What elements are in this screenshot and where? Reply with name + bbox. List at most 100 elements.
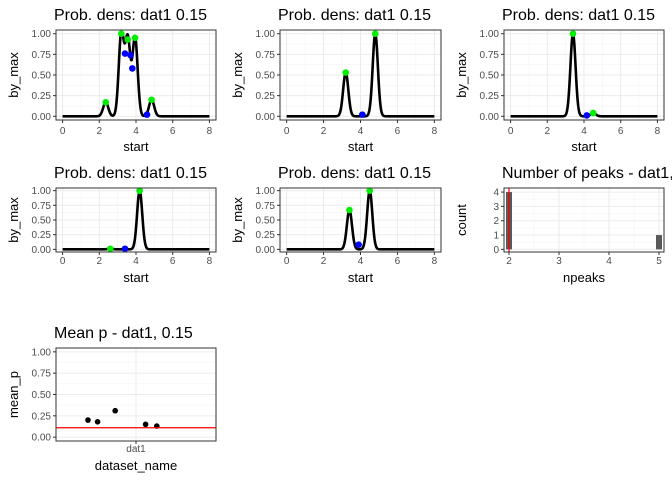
valley-point [129, 65, 136, 72]
y-tick-label: 1.00 [32, 186, 52, 197]
y-tick-label: 0.50 [32, 71, 52, 82]
y-tick-label: 0 [493, 245, 499, 256]
panel-title: Prob. dens: dat1 0.15 [278, 165, 431, 182]
peak-point [366, 187, 374, 194]
y-tick-label: 1.00 [32, 29, 52, 40]
peak-point [346, 206, 353, 214]
panel-title: Prob. dens: dat1 0.15 [278, 7, 431, 24]
valley-point [583, 112, 591, 119]
y-axis-title: by_max [6, 52, 21, 98]
y-tick-label: 0.25 [256, 91, 276, 102]
mean-point [85, 417, 91, 423]
valley-point [143, 111, 151, 118]
x-tick-label: 4 [581, 126, 587, 137]
y-tick-label: 1.00 [480, 29, 500, 40]
peak-point [569, 30, 577, 38]
y-tick-label: 0.50 [32, 390, 52, 401]
y-tick-label: 4 [493, 188, 499, 199]
panel-6: Number of peaks - dat1, 0 1 2 3 4 2 3 4 5 npeaks co… [454, 165, 672, 285]
x-tick-label: 8 [432, 256, 438, 267]
x-tick-label: 4 [358, 256, 364, 267]
x-tick-label: 0 [284, 126, 290, 137]
x-tick-label: 6 [618, 126, 624, 137]
peak-point [342, 69, 350, 76]
x-axis-title: dataset_name [95, 458, 177, 473]
x-axis-title: npeaks [563, 270, 605, 285]
y-tick-label: 0.50 [32, 216, 52, 227]
grid [280, 30, 441, 120]
peak-point [148, 96, 155, 104]
x-axis-title: start [123, 139, 149, 154]
x-axis-title: start [348, 270, 374, 285]
y-tick-label: 0.00 [32, 112, 52, 123]
y-tick-label: 0.25 [480, 91, 500, 102]
x-axis-title: start [571, 139, 597, 154]
panel-2: Prob. dens: dat1 0.15 0.00 0.25 0.50 0.75 1.0… [230, 7, 442, 154]
x-tick-label: 4 [133, 256, 139, 267]
panel-5: Prob. dens: dat1 0.15 0.00 0.25 0.50 0.75 1.0… [230, 165, 442, 285]
density-curve [61, 32, 211, 118]
mean-point [112, 407, 118, 414]
y-axis-title: by_max [6, 197, 21, 243]
y-axis-title: by_max [230, 52, 245, 98]
x-tick-label: 8 [207, 126, 213, 137]
peak-point [136, 187, 143, 194]
x-tick-label: 2 [321, 256, 327, 267]
x-axis-title: start [123, 270, 149, 285]
y-tick-label: 0.00 [32, 433, 52, 444]
panel-1: Prob. dens: dat1 0.15 0.00 0.25 0.50 0.75 1.0… [6, 7, 217, 154]
mean-point [94, 419, 101, 425]
peak-point [107, 245, 114, 253]
valley-point [121, 50, 129, 57]
x-tick-label: 2 [545, 126, 551, 137]
x-tick-label: 4 [358, 126, 364, 137]
x-tick-label: 0 [60, 126, 66, 137]
density-curve [61, 189, 211, 251]
valley-point [355, 241, 362, 248]
x-tick-label: 4 [606, 256, 612, 267]
panel-7: Mean p - dat1, 0.15 0.00 0.25 0.50 0.75 1.00 d… [6, 325, 217, 473]
panel-3: Prob. dens: dat1 0.15 0.00 0.25 0.50 0.75 1.0… [454, 7, 665, 154]
x-tick-label: 3 [556, 256, 562, 267]
valley-point [127, 51, 134, 59]
y-tick-label: 1.00 [32, 347, 52, 358]
y-tick-label: 0.00 [32, 245, 52, 256]
valley-point [359, 111, 366, 118]
density-curve [285, 189, 436, 251]
x-tick-label: 2 [97, 126, 103, 137]
mean-point [142, 421, 149, 428]
x-tick-label: 8 [432, 126, 438, 137]
peak-point [124, 36, 132, 43]
hist-bar [656, 235, 662, 250]
peak-point [118, 30, 125, 38]
y-axis-title: count [454, 204, 469, 236]
y-tick-label: 0.25 [32, 411, 52, 422]
y-tick-label: 0.25 [32, 230, 52, 241]
y-tick-label: 1.00 [256, 29, 276, 40]
panel-title: Number of peaks - dat1, [502, 165, 672, 182]
panel-4: Prob. dens: dat1 0.15 0.00 0.25 0.50 0.75 1.0… [6, 165, 217, 285]
y-tick-label: 2 [493, 216, 499, 227]
y-tick-label: 0.75 [256, 201, 276, 212]
y-tick-label: 0.50 [256, 216, 276, 227]
grid [56, 30, 216, 120]
x-tick-label: 8 [655, 126, 661, 137]
grid [504, 30, 664, 120]
y-tick-label: 0.50 [480, 71, 500, 82]
y-axis-title: mean_p [6, 371, 21, 418]
grid [504, 188, 664, 252]
panel-title: Prob. dens: dat1 0.15 [54, 165, 207, 182]
x-tick-label: 0 [60, 256, 66, 267]
x-tick-label: 2 [506, 256, 512, 267]
x-tick-label: 0 [284, 256, 290, 267]
y-tick-label: 0.75 [32, 50, 52, 61]
y-tick-label: 0.50 [256, 71, 276, 82]
x-tick-label: 2 [97, 256, 103, 267]
x-tick-label: dat1 [126, 444, 146, 455]
x-tick-label: 6 [170, 126, 176, 137]
peak-point [371, 30, 379, 38]
y-tick-label: 1 [493, 231, 499, 242]
x-axis-title: start [348, 139, 374, 154]
y-tick-label: 0.25 [32, 91, 52, 102]
